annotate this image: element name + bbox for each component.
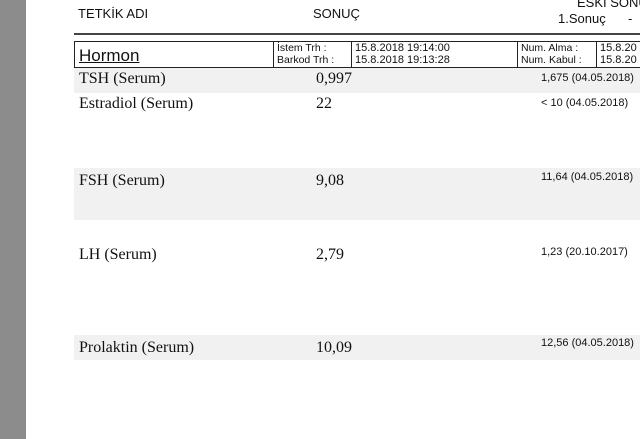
previous-result: 12,56 (04.05.2018) (541, 337, 634, 349)
date-values: 15.8.2018 19:14:00 15.8.2018 19:13:28 (351, 42, 515, 67)
request-date-label: İstem Trh : (277, 42, 327, 54)
barcode-date: 15.8.2018 19:13:28 (355, 54, 450, 66)
previous-result: 11,64 (04.05.2018) (541, 171, 634, 183)
header-divider (74, 33, 640, 35)
test-name: FSH (Serum) (79, 172, 165, 189)
group-name: Hormon (79, 46, 140, 65)
row-band (74, 335, 640, 360)
row-band (74, 68, 640, 93)
left-margin-bar (0, 0, 26, 439)
test-name: TSH (Serum) (79, 70, 166, 87)
column-result: SONUÇ (313, 6, 360, 21)
test-value: 10,09 (316, 339, 352, 356)
previous-result: 1,23 (20.10.2017) (541, 246, 628, 258)
test-name: Prolaktin (Serum) (79, 339, 195, 356)
sample-labels: Num. Alma : Num. Kabul : (517, 42, 595, 67)
sample-date: 15.8.20 (600, 42, 637, 54)
test-name: Estradiol (Serum) (79, 95, 194, 112)
column-test-name: TETKİK ADI (78, 6, 149, 21)
dash: - (628, 11, 633, 26)
barcode-date-label: Barkod Trh : (277, 54, 335, 66)
group-header-box: Hormon İstem Trh : Barkod Trh : 15.8.2018… (74, 41, 640, 68)
test-value: 2,79 (316, 246, 344, 263)
accept-date-label: Num. Kabul : (521, 54, 582, 66)
test-value: 9,08 (316, 172, 344, 189)
test-name: LH (Serum) (79, 246, 157, 263)
row-band (74, 168, 640, 220)
test-value: 0,997 (316, 70, 352, 87)
date-labels: İstem Trh : Barkod Trh : (273, 42, 351, 67)
sample-date-label: Num. Alma : (521, 42, 579, 54)
sample-values: 15.8.20 15.8.20 (596, 42, 640, 67)
accept-date: 15.8.20 (600, 54, 637, 66)
first-result-label: 1.Sonuç (558, 11, 606, 26)
column-previous: ESKİ SONUÇ (577, 0, 640, 10)
previous-result: < 10 (04.05.2018) (541, 97, 629, 109)
previous-result: 1,675 (04.05.2018) (541, 72, 634, 84)
request-date: 15.8.2018 19:14:00 (355, 42, 450, 54)
test-value: 22 (316, 95, 332, 112)
